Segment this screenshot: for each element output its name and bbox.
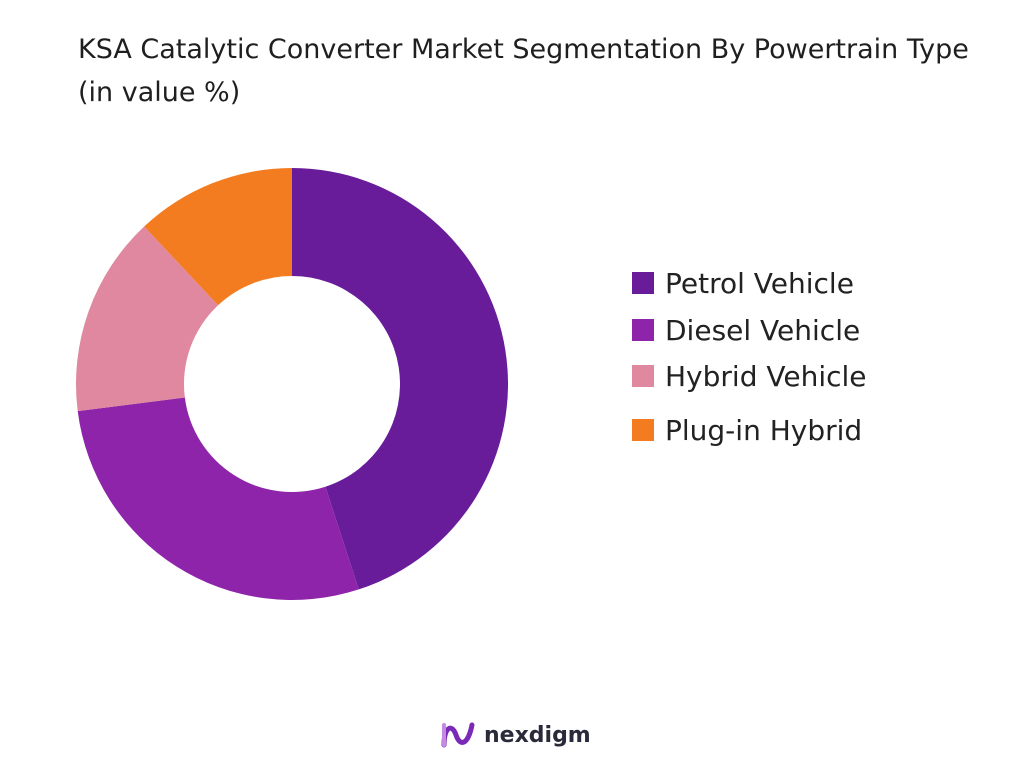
donut-slices (76, 168, 509, 601)
donut-slice-diesel-vehicle (77, 397, 359, 601)
legend-swatch-plug-in-hybrid (632, 419, 654, 441)
legend-item-plug-in-hybrid: Plug-in Hybrid (632, 414, 862, 447)
chart-legend: Petrol Vehicle Diesel Vehicle Hybrid Vehic… (632, 267, 867, 447)
brand-footer: nexdigm (440, 715, 591, 755)
legend-label-diesel-vehicle: Diesel Vehicle (665, 314, 860, 347)
donut-slice-petrol-vehicle (292, 168, 509, 590)
chart-title: KSA Catalytic Converter Market Segmentat… (78, 34, 969, 108)
brand-name: nexdigm (484, 722, 591, 748)
legend-item-petrol-vehicle: Petrol Vehicle (632, 267, 854, 300)
legend-label-petrol-vehicle: Petrol Vehicle (665, 267, 854, 300)
donut-slice-plug-in-hybrid (144, 168, 292, 306)
legend-label-plug-in-hybrid: Plug-in Hybrid (665, 414, 862, 447)
donut-chart: Petrol Vehicle Diesel Vehicle Hybrid Vehic… (76, 168, 867, 601)
legend-item-hybrid-vehicle: Hybrid Vehicle (632, 360, 867, 393)
legend-item-diesel-vehicle: Diesel Vehicle (632, 314, 860, 347)
legend-swatch-diesel-vehicle (632, 319, 654, 341)
legend-label-hybrid-vehicle: Hybrid Vehicle (665, 360, 867, 393)
legend-swatch-petrol-vehicle (632, 272, 654, 294)
nexdigm-logo-icon (441, 722, 475, 748)
legend-swatch-hybrid-vehicle (632, 365, 654, 387)
donut-slice-hybrid-vehicle (76, 226, 219, 412)
